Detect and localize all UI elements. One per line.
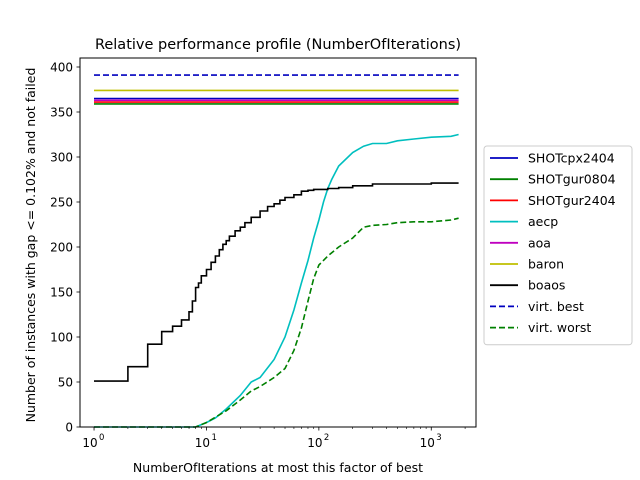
legend-label: baron (528, 257, 564, 272)
x-tick-label: 10 (82, 436, 97, 450)
x-tick-exponent: 0 (99, 433, 104, 443)
y-tick-label: 200 (50, 241, 73, 255)
legend-label: SHOTcpx2404 (528, 151, 615, 166)
x-tick-exponent: 1 (211, 433, 216, 443)
x-tick-label: 10 (307, 436, 322, 450)
y-tick-label: 350 (50, 106, 73, 120)
y-tick-label: 250 (50, 196, 73, 210)
series-line-8 (94, 217, 459, 428)
legend-label: aoa (528, 235, 551, 250)
plot-frame (79, 57, 477, 428)
legend-label: SHOTgur0804 (528, 172, 616, 187)
x-tick-label: 10 (420, 436, 435, 450)
series-line-3 (94, 133, 459, 428)
legend-label: aecp (528, 214, 558, 229)
y-tick-label: 50 (58, 376, 73, 390)
legend-label: virt. worst (528, 320, 591, 335)
x-tick-exponent: 3 (436, 433, 441, 443)
plot-area (94, 74, 459, 428)
y-tick-label: 0 (65, 421, 73, 435)
y-tick-label: 400 (50, 61, 73, 75)
y-tick-label: 150 (50, 286, 73, 300)
chart-title: Relative performance profile (NumberOfIt… (95, 37, 461, 53)
y-tick-label: 300 (50, 151, 73, 165)
y-axis-ticks: 0 50 100 150 200 250 300 350 400 (50, 61, 80, 435)
y-axis-label: Number of instances with gap <= 0.102% a… (23, 68, 38, 423)
legend-box (483, 145, 633, 346)
legend-label: virt. best (528, 299, 584, 314)
legend: SHOTcpx2404 SHOTgur0804 SHOTgur2404 aecp aoa… (483, 145, 633, 346)
x-axis-ticks: 10 0 10 1 10 2 10 3 (82, 427, 466, 450)
x-tick-label: 10 (195, 436, 210, 450)
x-tick-exponent: 2 (324, 433, 329, 443)
x-axis-label: NumberOfIterations at most this factor o… (133, 460, 423, 475)
series-line-6 (94, 182, 459, 382)
y-tick-label: 100 (50, 331, 73, 345)
legend-label: SHOTgur2404 (528, 193, 616, 208)
legend-label: boaos (528, 278, 565, 293)
